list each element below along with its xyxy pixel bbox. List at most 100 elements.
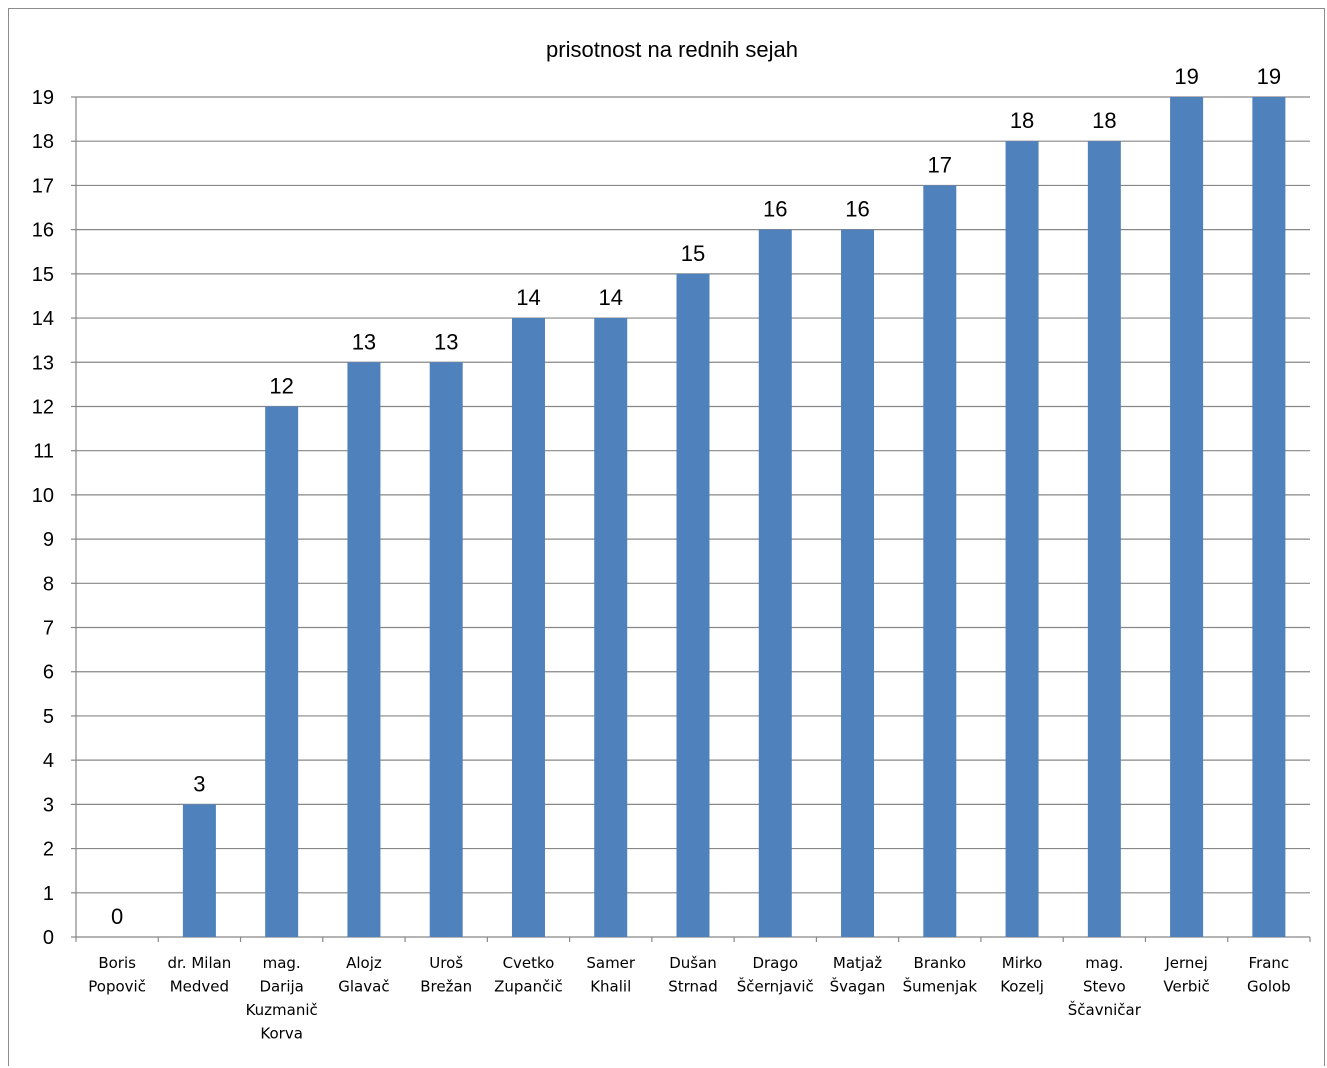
x-tick-label-line: Uroš (429, 954, 463, 972)
x-tick-label-line: Cvetko (503, 954, 555, 972)
bar (182, 804, 216, 937)
bar (758, 229, 792, 937)
y-tick-label: 6 (43, 662, 54, 684)
x-tick-label-line: Dušan (669, 954, 717, 972)
y-tick-label: 17 (32, 175, 54, 197)
x-tick-label-line: Samer (586, 954, 636, 972)
x-tick-label: Samer Khalil (586, 954, 636, 996)
y-tick-label: 3 (43, 794, 54, 816)
x-tick-label-line: Khalil (590, 978, 631, 996)
bar (676, 273, 710, 937)
data-label: 19 (1257, 64, 1281, 89)
x-tick-label-line: Golob (1247, 978, 1291, 996)
x-tick-label: Alojz Glavač (338, 954, 389, 996)
x-tick-label-line: Ščavničar (1068, 1000, 1142, 1019)
x-tick-label-line: Švagan (830, 977, 886, 996)
x-tick-label: mag. Darija Kuzmanič Korva (246, 954, 318, 1043)
y-tick-label: 11 (33, 441, 54, 463)
y-tick-label: 1 (43, 883, 54, 905)
data-label: 15 (681, 241, 705, 266)
bars (182, 97, 1286, 938)
y-tick-label: 18 (32, 131, 54, 153)
x-tick-label-line: Darija (259, 978, 303, 996)
y-tick-label: 15 (32, 264, 54, 286)
bar (1252, 97, 1286, 937)
data-label: 14 (516, 285, 540, 310)
bar (1005, 141, 1039, 938)
data-label: 13 (434, 329, 458, 354)
x-tick-label: Mirko Kozelj (1000, 954, 1044, 996)
x-tick-label-line: Kozelj (1000, 978, 1044, 996)
data-label: 18 (1092, 108, 1116, 133)
bar (347, 362, 381, 937)
x-tick-label: Boris Popovič (88, 954, 146, 996)
x-tick-label-line: Branko (914, 954, 967, 972)
x-tick-labels: Boris Popovič dr. Milan Medved mag. Darija Kuz… (88, 954, 1290, 1043)
x-tick-label: Drago Ščernjavič (737, 954, 814, 996)
chart-title: prisotnost na rednih sejah (546, 37, 798, 62)
y-tick-label: 19 (32, 87, 54, 109)
data-label: 14 (598, 285, 622, 310)
y-tick-label: 0 (43, 927, 54, 949)
bar (594, 318, 628, 938)
x-tick-label-line: Boris (98, 954, 136, 972)
x-tick-label: Branko Šumenjak (903, 954, 978, 996)
bar (1087, 141, 1121, 938)
data-label: 16 (845, 197, 869, 222)
x-tick-label-line: Drago (752, 954, 798, 972)
x-tick-label: Franc Golob (1247, 954, 1291, 996)
data-label: 17 (928, 152, 952, 177)
x-tick-label-line: Medved (170, 978, 229, 996)
y-tick-label: 4 (43, 750, 54, 772)
y-tick-label: 9 (43, 529, 54, 551)
bar (1170, 97, 1204, 937)
data-label: 12 (269, 373, 293, 398)
x-tick-label-line: Stevo (1083, 978, 1126, 996)
data-labels: 0 3 12 13 13 14 14 15 16 16 17 18 18 19 19 (111, 64, 1281, 929)
y-tick-label: 8 (43, 573, 54, 595)
x-tick-label: Jernej Verbič (1163, 954, 1209, 996)
x-tick-label-line: Franc (1249, 954, 1290, 972)
x-tick-label-line: Brežan (420, 978, 472, 996)
bar (429, 362, 463, 937)
bar (841, 229, 875, 937)
x-tick-label-line: Ščernjavič (737, 977, 814, 996)
data-label: 3 (193, 771, 205, 796)
y-tick-label: 7 (43, 618, 54, 640)
bar (265, 406, 299, 937)
x-tick-label-line: Alojz (346, 954, 382, 972)
x-tick-label-line: Kuzmanič (246, 1001, 318, 1019)
x-tick-label: Dušan Strnad (668, 954, 718, 996)
x-tick-label-line: Matjaž (833, 954, 882, 972)
x-tick-label-line: Zupančič (494, 978, 563, 996)
data-label: 19 (1174, 64, 1198, 89)
x-tick-label-line: mag. (263, 954, 301, 972)
x-tick-label-line: Glavač (338, 978, 389, 996)
y-tick-label: 13 (32, 352, 54, 374)
y-tick-label: 14 (32, 308, 54, 330)
x-tick-label-line: Verbič (1163, 978, 1209, 996)
x-tick-label: Uroš Brežan (420, 954, 472, 996)
x-tick-label-line: Korva (260, 1025, 303, 1043)
data-label: 16 (763, 197, 787, 222)
x-tick-label: Matjaž Švagan (830, 954, 886, 996)
x-tick-label-line: Jernej (1164, 954, 1207, 972)
x-tick-label-line: Strnad (668, 978, 718, 996)
x-tick-label: Cvetko Zupančič (494, 954, 563, 996)
x-tick-label-line: mag. (1085, 954, 1123, 972)
x-tick-label: dr. Milan Medved (167, 954, 231, 996)
bar (923, 185, 957, 938)
y-tick-label: 12 (32, 396, 54, 418)
data-label: 13 (352, 329, 376, 354)
y-tick-label: 10 (32, 485, 54, 507)
data-label: 18 (1010, 108, 1034, 133)
y-tick-label: 16 (32, 220, 54, 242)
x-tick-label-line: Mirko (1002, 954, 1043, 972)
y-tick-label: 2 (43, 839, 54, 861)
x-tick-label: mag. Stevo Ščavničar (1068, 954, 1142, 1019)
x-tick-label-line: Šumenjak (903, 977, 978, 996)
x-tick-label-line: dr. Milan (167, 954, 231, 972)
y-tick-label: 5 (43, 706, 54, 728)
